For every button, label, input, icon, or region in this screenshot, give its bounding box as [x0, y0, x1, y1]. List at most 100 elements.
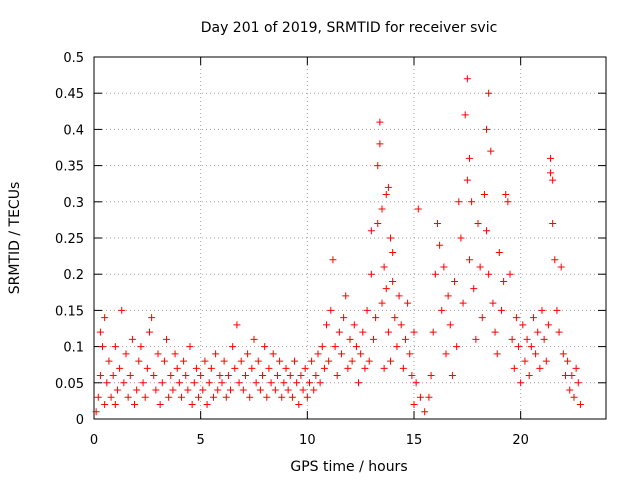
- data-point: [96, 372, 104, 380]
- data-point: [109, 372, 117, 380]
- y-tick-label: 0.45: [55, 87, 84, 102]
- data-point: [120, 379, 128, 387]
- data-point: [148, 314, 156, 322]
- data-point: [367, 270, 375, 278]
- data-point: [220, 357, 228, 365]
- y-tick-label: 0.15: [55, 304, 84, 319]
- data-point: [325, 357, 333, 365]
- data-point: [485, 89, 493, 97]
- data-point: [342, 292, 350, 300]
- data-point: [444, 292, 452, 300]
- data-point: [150, 372, 158, 380]
- data-point: [564, 357, 572, 365]
- data-point: [252, 379, 260, 387]
- data-point: [199, 386, 207, 394]
- y-tick-label: 0.25: [55, 232, 84, 247]
- data-point: [263, 393, 271, 401]
- data-point: [182, 372, 190, 380]
- data-point: [118, 306, 126, 314]
- data-point: [536, 364, 544, 372]
- data-point: [527, 343, 535, 351]
- data-point: [485, 270, 493, 278]
- data-point: [416, 393, 424, 401]
- y-tick-label: 0.05: [55, 377, 84, 392]
- data-point: [395, 292, 403, 300]
- data-point: [333, 372, 341, 380]
- data-point: [438, 306, 446, 314]
- data-point: [352, 343, 360, 351]
- data-point: [547, 154, 555, 162]
- data-point: [497, 306, 505, 314]
- data-point: [94, 393, 102, 401]
- data-point: [297, 372, 305, 380]
- data-point: [542, 357, 550, 365]
- data-point: [382, 285, 390, 293]
- data-point: [284, 386, 292, 394]
- data-point: [327, 306, 335, 314]
- data-point: [576, 401, 584, 409]
- data-point: [207, 364, 215, 372]
- data-point: [101, 314, 109, 322]
- data-point: [171, 350, 179, 358]
- data-point: [427, 372, 435, 380]
- data-point: [124, 393, 132, 401]
- data-point: [429, 328, 437, 336]
- data-point: [135, 357, 143, 365]
- data-point: [96, 328, 104, 336]
- chart-title: Day 201 of 2019, SRMTID for receiver svi…: [201, 20, 498, 36]
- data-point: [337, 350, 345, 358]
- data-point: [323, 321, 331, 329]
- y-tick-label: 0.1: [63, 341, 84, 356]
- data-point: [99, 343, 107, 351]
- data-point: [378, 299, 386, 307]
- data-point: [393, 343, 401, 351]
- data-point: [231, 364, 239, 372]
- data-point: [340, 314, 348, 322]
- data-point: [406, 350, 414, 358]
- data-point: [141, 393, 149, 401]
- data-point: [448, 372, 456, 380]
- data-point: [442, 350, 450, 358]
- data-point: [320, 364, 328, 372]
- data-point: [480, 191, 488, 199]
- data-point: [380, 263, 388, 271]
- data-point: [404, 299, 412, 307]
- data-point: [256, 386, 264, 394]
- data-point: [197, 372, 205, 380]
- data-point: [235, 379, 243, 387]
- data-point: [305, 379, 313, 387]
- data-points: [92, 75, 584, 416]
- data-point: [433, 220, 441, 228]
- data-point: [446, 321, 454, 329]
- data-point: [205, 379, 213, 387]
- data-point: [299, 386, 307, 394]
- data-point: [495, 248, 503, 256]
- data-point: [192, 364, 200, 372]
- data-point: [510, 364, 518, 372]
- data-point: [504, 198, 512, 206]
- data-point: [269, 350, 277, 358]
- data-point: [500, 277, 508, 285]
- data-point: [201, 357, 209, 365]
- data-point: [521, 357, 529, 365]
- data-point: [553, 306, 561, 314]
- data-point: [227, 386, 235, 394]
- data-point: [175, 379, 183, 387]
- data-point: [436, 241, 444, 249]
- data-point: [512, 314, 520, 322]
- data-point: [387, 234, 395, 242]
- data-point: [549, 176, 557, 184]
- data-point: [502, 191, 510, 199]
- data-point: [372, 314, 380, 322]
- data-point: [463, 176, 471, 184]
- data-point: [472, 335, 480, 343]
- data-point: [92, 408, 100, 416]
- data-point: [557, 263, 565, 271]
- data-point: [463, 75, 471, 83]
- data-point: [389, 277, 397, 285]
- data-point: [561, 372, 569, 380]
- data-point: [188, 401, 196, 409]
- data-point: [549, 220, 557, 228]
- data-point: [483, 125, 491, 133]
